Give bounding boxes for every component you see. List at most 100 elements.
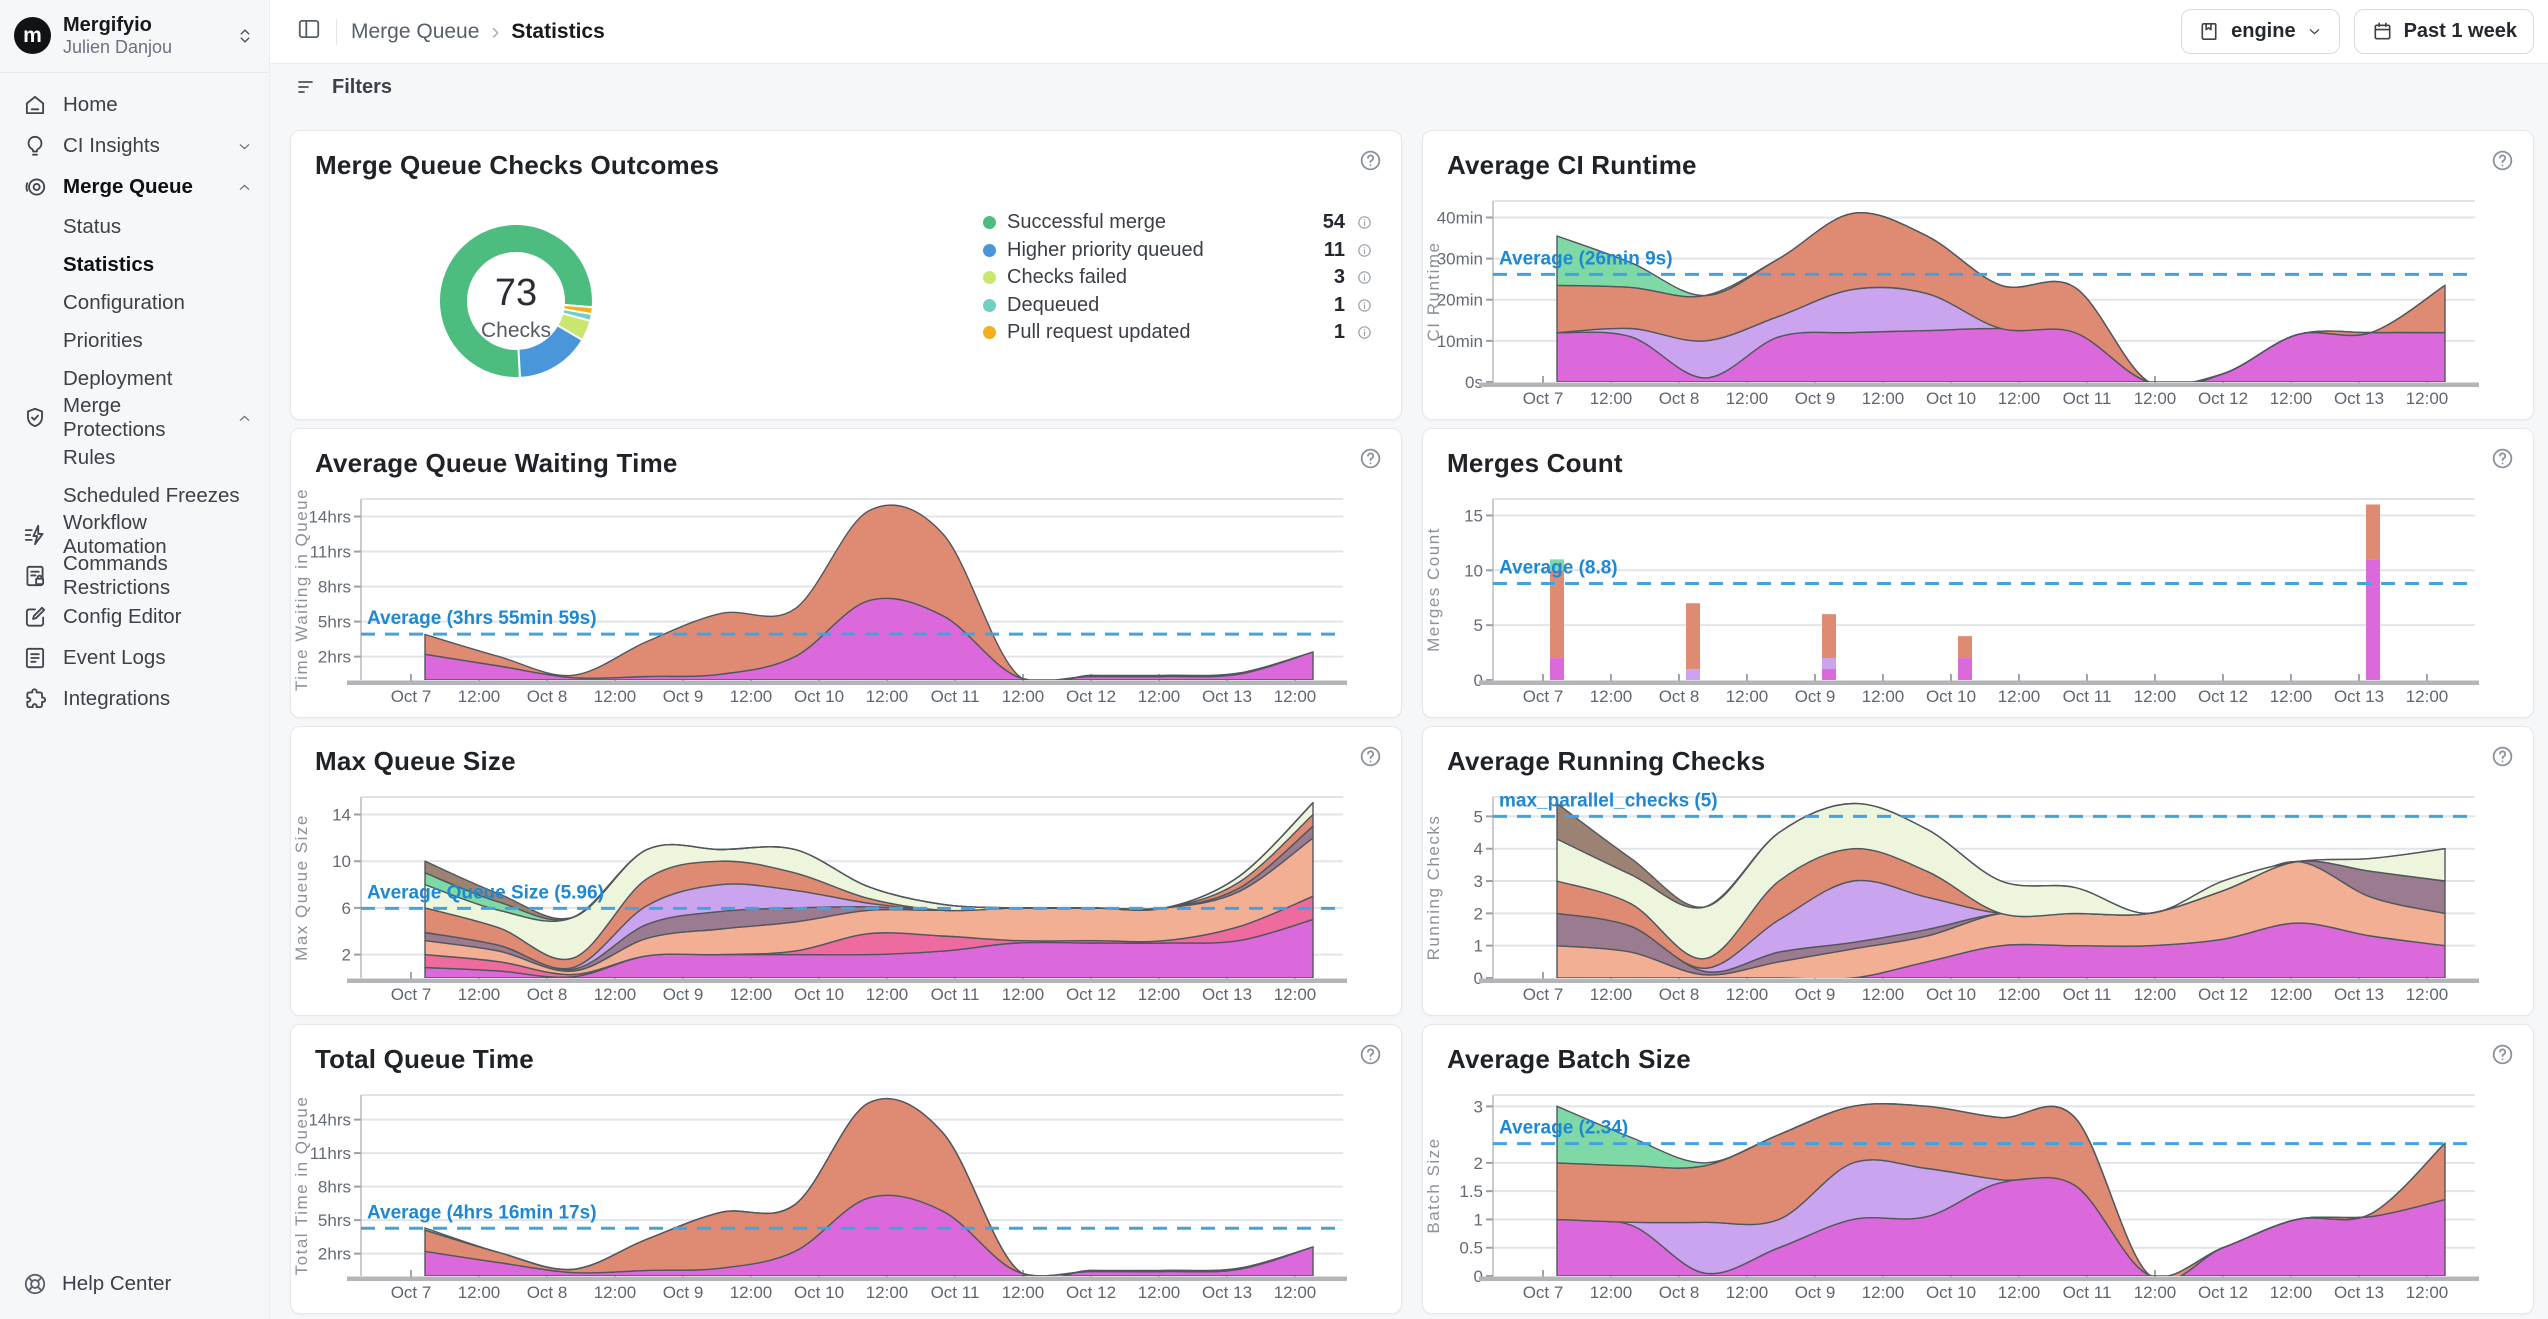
sidebar-item-statistics[interactable]: Statistics: [0, 246, 269, 284]
svg-text:12:00: 12:00: [2270, 1283, 2313, 1302]
legend-dot: [983, 271, 996, 285]
sidebar-item-commands-restrictions[interactable]: Commands Restrictions: [0, 552, 269, 599]
home-icon: [22, 92, 48, 118]
svg-text:Oct 13: Oct 13: [1202, 687, 1252, 706]
repository-selector[interactable]: engine: [2181, 9, 2340, 54]
shield-icon: [22, 405, 48, 431]
help-center-button[interactable]: Help Center: [0, 1251, 269, 1319]
question-circle-icon[interactable]: [2490, 1042, 2515, 1067]
svg-text:0.5: 0.5: [1459, 1239, 1483, 1258]
info-circle-icon[interactable]: [1356, 324, 1373, 341]
sidebar-item-priorities[interactable]: Priorities: [0, 322, 269, 360]
sidebar-item-home[interactable]: Home: [0, 85, 269, 126]
svg-text:Oct 8: Oct 8: [1659, 687, 1700, 706]
question-circle-icon[interactable]: [2490, 744, 2515, 769]
card-title: Average Running Checks: [1447, 746, 1766, 776]
batch_size-chart[interactable]: 0 0.5 1 1.5 2 3 Oct 7 12:00 Oct 8 12:00 Oct 9 12:00…: [1423, 1081, 2533, 1309]
sidebar-item-merge-protections[interactable]: Merge Protections: [0, 394, 269, 441]
ci_runtime-chart[interactable]: 0s 10min 20min 30min 40min Oct 7 12:00 Oct 8 12:…: [1423, 187, 2533, 415]
outcomes-chart[interactable]: 73 Checks: [291, 187, 1401, 415]
svg-text:Oct 12: Oct 12: [1066, 985, 1116, 1004]
sidebar-nav: Home CI Insights Merge Queue Status Statisti…: [0, 73, 269, 1251]
mergify-logo: m: [14, 17, 51, 55]
sidebar-item-configuration[interactable]: Configuration: [0, 284, 269, 322]
svg-text:11hrs: 11hrs: [310, 543, 351, 562]
question-circle-icon[interactable]: [1358, 1042, 1383, 1067]
sidebar-toggle-button[interactable]: [296, 16, 322, 47]
svg-text:Average (3hrs 55min 59s): Average (3hrs 55min 59s): [367, 608, 597, 629]
sidebar-item-rules[interactable]: Rules: [0, 439, 269, 477]
svg-text:12:00: 12:00: [1590, 389, 1633, 408]
svg-text:Oct 8: Oct 8: [527, 1283, 568, 1302]
svg-text:Oct 7: Oct 7: [391, 1283, 432, 1302]
question-circle-icon[interactable]: [1358, 744, 1383, 769]
svg-text:14hrs: 14hrs: [308, 508, 351, 527]
svg-text:Merges Count: Merges Count: [1424, 527, 1443, 652]
sidebar-item-ci-insights[interactable]: CI Insights: [0, 126, 269, 167]
svg-text:Oct 8: Oct 8: [1659, 389, 1700, 408]
breadcrumb-merge-queue[interactable]: Merge Queue: [351, 19, 480, 43]
svg-text:Oct 9: Oct 9: [1795, 687, 1836, 706]
sidebar-item-label: Scheduled Freezes: [63, 483, 240, 507]
svg-text:Oct 7: Oct 7: [1523, 1283, 1564, 1302]
svg-text:12:00: 12:00: [458, 687, 501, 706]
question-circle-icon[interactable]: [1358, 148, 1383, 173]
svg-text:Oct 7: Oct 7: [1523, 985, 1564, 1004]
info-circle-icon[interactable]: [1356, 297, 1373, 314]
question-circle-icon[interactable]: [2490, 446, 2515, 471]
doc-icon: [22, 645, 48, 671]
question-circle-icon[interactable]: [2490, 148, 2515, 173]
org-switcher[interactable]: m Mergifyio Julien Danjou: [0, 0, 269, 73]
svg-text:Oct 12: Oct 12: [1066, 687, 1116, 706]
svg-text:0s: 0s: [1465, 373, 1483, 392]
svg-text:Oct 11: Oct 11: [931, 1283, 980, 1302]
help-center-label: Help Center: [62, 1272, 172, 1295]
svg-text:12:00: 12:00: [458, 985, 501, 1004]
svg-text:12:00: 12:00: [1590, 985, 1633, 1004]
sidebar-item-integrations[interactable]: Integrations: [0, 679, 269, 720]
sidebar-item-workflow-automation[interactable]: Workflow Automation: [0, 511, 269, 558]
sidebar-item-scheduled-freezes[interactable]: Scheduled Freezes: [0, 477, 269, 515]
svg-text:Oct 7: Oct 7: [1523, 389, 1564, 408]
filter-icon[interactable]: [295, 75, 319, 99]
total_queue-chart[interactable]: 2hrs 5hrs 8hrs 11hrs 14hrs Oct 7 12:00 Oct 8 12:…: [291, 1081, 1401, 1309]
bulb-icon: [22, 133, 48, 159]
card-title: Average CI Runtime: [1447, 150, 1697, 180]
queue_wait-chart[interactable]: 2hrs 5hrs 8hrs 11hrs 14hrs Oct 7 12:00 Oct 8 12:…: [291, 485, 1401, 713]
info-circle-icon[interactable]: [1356, 269, 1373, 286]
question-circle-icon[interactable]: [1358, 446, 1383, 471]
info-circle-icon[interactable]: [1356, 214, 1373, 231]
svg-text:12:00: 12:00: [1138, 687, 1181, 706]
sidebar-item-status[interactable]: Status: [0, 208, 269, 246]
svg-text:12:00: 12:00: [1590, 1283, 1633, 1302]
svg-text:12:00: 12:00: [2134, 1283, 2177, 1302]
legend-dot: [983, 243, 996, 257]
merges_count-chart[interactable]: 0 5 10 15 Oct 7 12:00 Oct 8 12:00 Oct 9 12:00 Oct …: [1423, 485, 2533, 713]
time-range-button[interactable]: Past 1 week: [2353, 9, 2534, 54]
sidebar-item-deployment[interactable]: Deployment: [0, 360, 269, 398]
sidebar-item-config-editor[interactable]: Config Editor: [0, 597, 269, 638]
svg-text:Average Queue Size (5.96): Average Queue Size (5.96): [367, 882, 604, 903]
legend-label: Higher priority queued: [1007, 238, 1204, 261]
running_checks-chart[interactable]: 0 1 2 3 4 5 Oct 7 12:00 Oct 8 12:00 Oct 9 12:00 Oct …: [1423, 783, 2533, 1011]
svg-text:12:00: 12:00: [1138, 1283, 1181, 1302]
breadcrumb-statistics: Statistics: [511, 19, 605, 43]
legend-dot: [983, 298, 996, 312]
info-circle-icon[interactable]: [1356, 242, 1373, 259]
legend-row: Checks failed 3: [983, 264, 1373, 292]
filters-label[interactable]: Filters: [332, 75, 393, 98]
sidebar-item-merge-queue[interactable]: Merge Queue: [0, 167, 269, 208]
max_queue-chart[interactable]: 2 6 10 14 Oct 7 12:00 Oct 8 12:00 Oct 9 12:00 Oct …: [291, 783, 1401, 1011]
sidebar-item-event-logs[interactable]: Event Logs: [0, 638, 269, 679]
sidebar-item-label: Commands Restrictions: [63, 552, 171, 600]
svg-text:Oct 12: Oct 12: [2198, 687, 2248, 706]
legend-row: Successful merge 54: [983, 209, 1373, 237]
sidebar-item-label: Integrations: [63, 687, 171, 711]
svg-text:Oct 12: Oct 12: [2198, 1283, 2248, 1302]
card-outcomes: Merge Queue Checks Outcomes 73 Checks Succe…: [290, 130, 1402, 420]
svg-text:Oct 9: Oct 9: [1795, 985, 1836, 1004]
main-column: Merge Queue › Statistics engine Past 1 w…: [270, 0, 2548, 1319]
svg-text:12:00: 12:00: [1998, 985, 2041, 1004]
svg-text:12:00: 12:00: [594, 985, 637, 1004]
svg-text:12:00: 12:00: [1862, 1283, 1905, 1302]
